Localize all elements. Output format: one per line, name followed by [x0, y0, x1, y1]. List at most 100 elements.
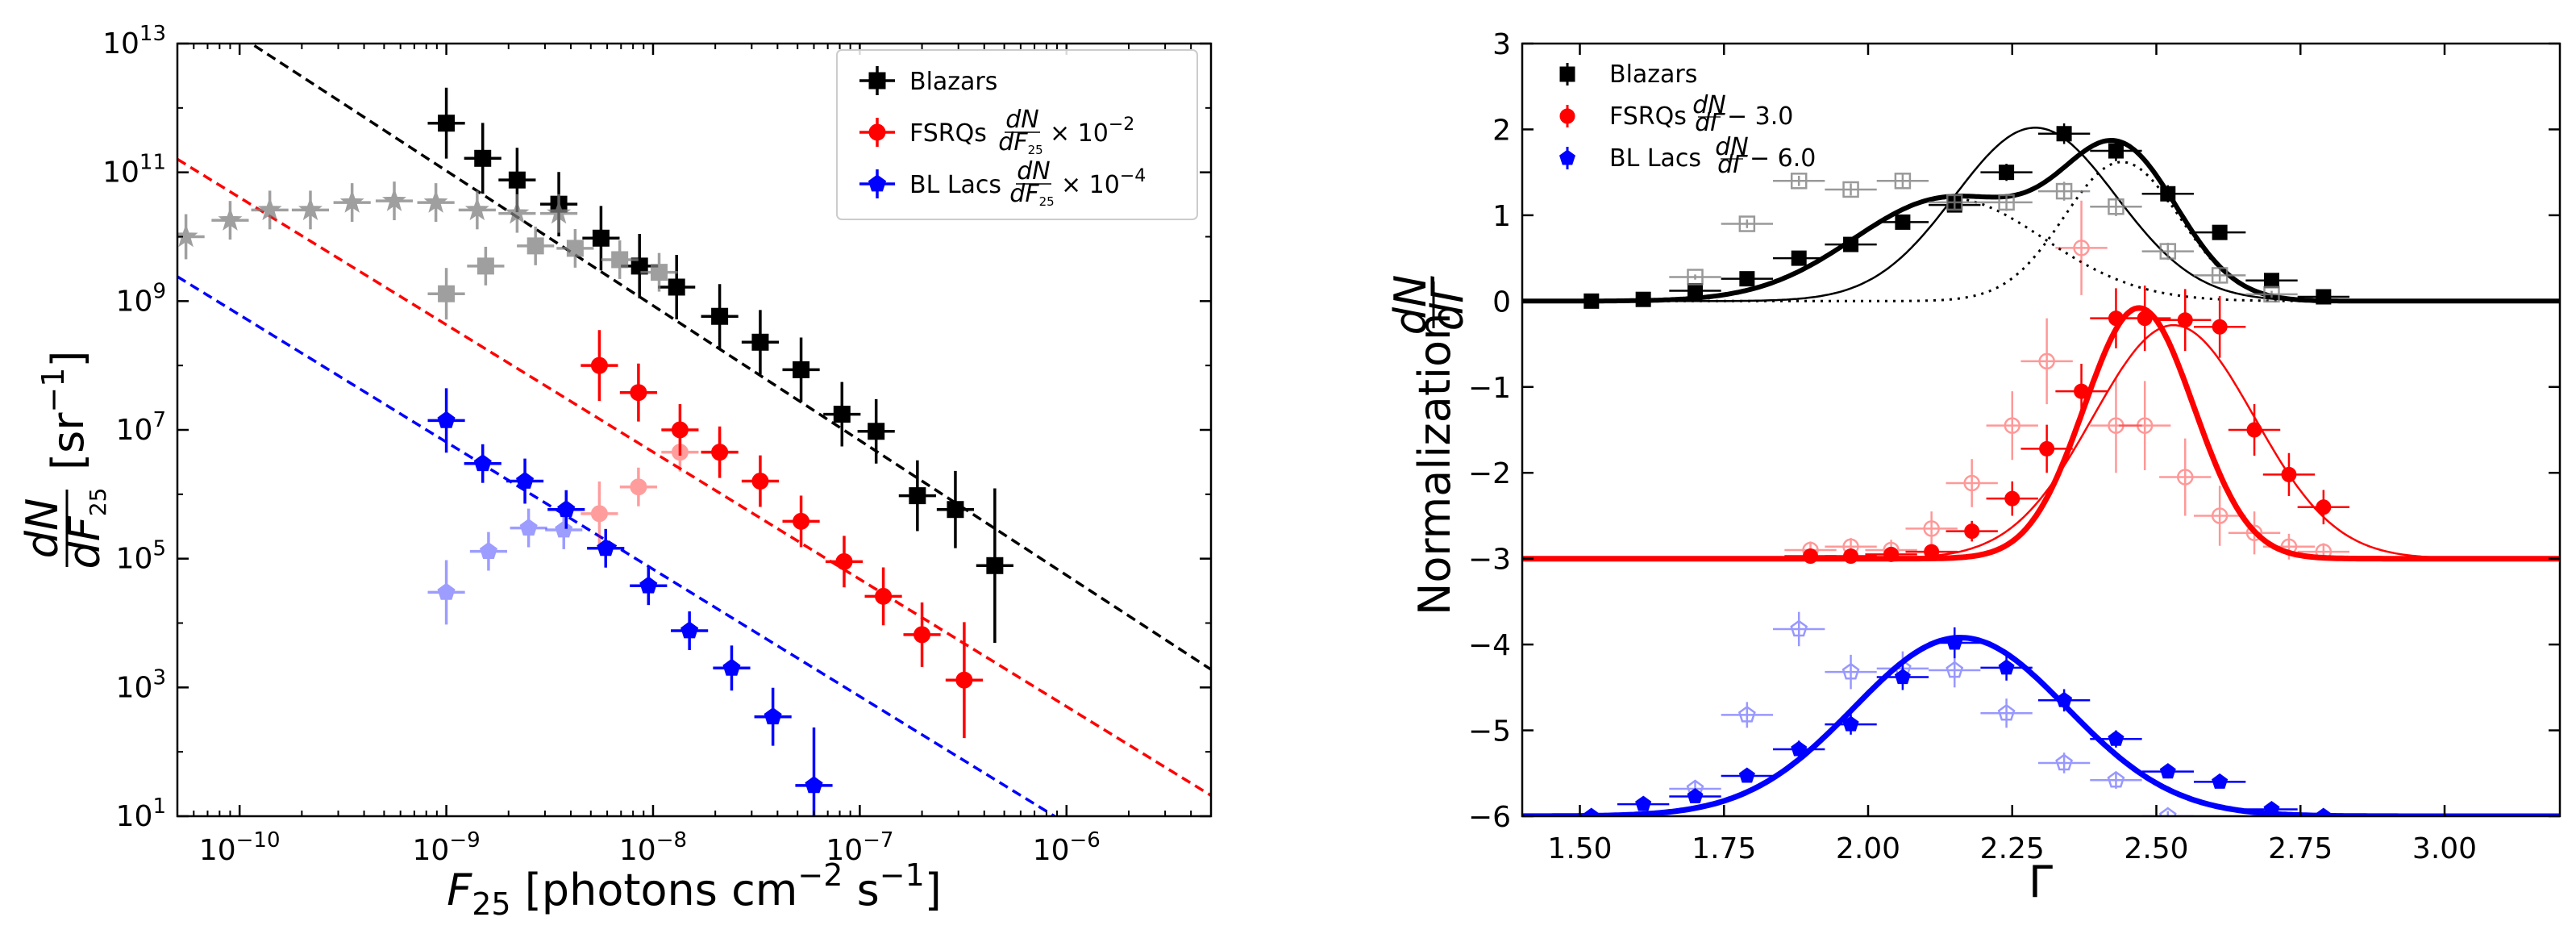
right-marker: [1686, 779, 1704, 797]
right-point-4-13: [2245, 800, 2298, 816]
right-marker: [1843, 236, 1859, 252]
left-point-4-0: [581, 481, 618, 546]
right-point-5-3: [1825, 654, 1877, 690]
left-point-3-5: [782, 495, 820, 548]
left-marker: [711, 444, 729, 461]
right-point-4-11: [2141, 763, 2194, 779]
right-point-3-11: [2193, 486, 2246, 546]
right-point-4-14: [2297, 807, 2350, 816]
left-marker: [519, 518, 538, 536]
right-plot-frame: [1521, 42, 2561, 818]
right-marker: [2315, 543, 2333, 561]
legend-frac-num: dN: [1715, 133, 1748, 161]
right-marker: [1964, 523, 1980, 540]
right-marker: [1791, 740, 1808, 757]
left-point-4-3: [701, 432, 739, 472]
right-point-0-9: [2037, 123, 2091, 144]
right-marker: [2074, 383, 2090, 399]
right-point-4-4: [1773, 740, 1825, 758]
right-curve-1: [1522, 197, 2560, 302]
right-point-1-0: [1669, 269, 1721, 286]
left-point-3-2: [661, 404, 699, 456]
right-point-3-12: [2228, 511, 2281, 555]
left-marker: [671, 421, 689, 439]
left-chart: 10−10 10−9 10−8 10−7 10−6 101 103 105 107 109 1011…: [17, 22, 1213, 922]
left-marker: [764, 707, 782, 725]
right-point-4-8: [1980, 654, 2033, 681]
right-point-4-0: [1565, 807, 1617, 816]
left-point-5-6: [671, 611, 709, 650]
right-marker: [2158, 807, 2177, 816]
right-point-0-8: [1980, 164, 2033, 181]
right-point-1-6: [1980, 194, 2033, 211]
left-point-0-8: [741, 310, 780, 375]
right-marker: [1946, 661, 1964, 678]
left-point-0-4: [582, 206, 620, 271]
right-point-4-2: [1669, 787, 1721, 803]
right-point-0-13: [2245, 273, 2298, 289]
right-marker: [2263, 286, 2280, 303]
left-y-frac-num: dN: [17, 498, 68, 559]
legend-frac-den: dF25: [998, 128, 1042, 157]
right-marker: [1803, 548, 1818, 564]
right-x-axis-label: Γ: [2029, 857, 2053, 907]
right-y-tick-label: −6: [1468, 801, 1511, 834]
left-point-3-6: [825, 536, 864, 588]
left-point-5-2: [506, 458, 544, 504]
left-marker: [909, 487, 926, 505]
right-marker: [1842, 538, 1859, 556]
left-marker: [711, 307, 729, 325]
left-point-0-14: [976, 488, 1013, 644]
left-point-5-1: [464, 444, 501, 483]
right-legend-label: FSRQs: [1609, 102, 1687, 131]
right-point-2-13: [2262, 452, 2316, 496]
right-point-2-3: [1905, 544, 1958, 560]
left-legend-label: FSRQs: [909, 119, 987, 148]
left-fit-line-1: [177, 157, 1211, 797]
right-point-3-13: [2262, 533, 2316, 560]
right-marker: [1843, 548, 1859, 564]
left-marker: [611, 251, 629, 269]
left-marker: [423, 190, 448, 213]
right-marker: [2004, 490, 2020, 507]
left-point-3-1: [619, 363, 657, 422]
right-marker: [2177, 312, 2193, 328]
left-point-6-0: [427, 560, 465, 625]
left-marker: [438, 115, 456, 132]
right-marker: [2108, 143, 2124, 159]
left-marker: [298, 197, 323, 221]
right-point-1-2: [1773, 173, 1825, 190]
right-marker: [2160, 186, 2176, 202]
right-marker: [1923, 520, 1940, 537]
right-ticks: 1.50 1.75 2.00 2.25 2.50 2.75 3.00 −6 −5 −4 −3 −2 −1…: [1468, 28, 2560, 865]
left-legend-entry-0: Blazars: [859, 66, 997, 96]
left-x-tick-label: 10−6: [1033, 828, 1101, 867]
left-marker: [218, 207, 243, 231]
left-point-2-4: [333, 183, 371, 223]
left-point-3-7: [864, 567, 902, 626]
left-marker: [557, 500, 576, 518]
left-marker: [437, 411, 456, 428]
left-data-points: [177, 87, 1013, 816]
right-marker: [1997, 703, 2016, 721]
right-marker: [2108, 198, 2124, 215]
right-marker: [2212, 773, 2229, 789]
left-marker: [508, 171, 526, 189]
left-marker: [986, 557, 1004, 574]
left-marker: [751, 333, 769, 351]
left-y-tick-label: 109: [116, 279, 166, 318]
right-point-3-8: [2090, 378, 2142, 473]
left-marker: [947, 501, 964, 519]
left-point-0-6: [658, 255, 696, 319]
left-marker: [339, 190, 364, 213]
right-marker: [2108, 417, 2124, 434]
right-marker: [2212, 224, 2228, 240]
right-y-axis-label: Normalization dN dΓ: [1385, 275, 1473, 615]
left-point-0-10: [823, 381, 861, 447]
right-marker: [2177, 469, 2194, 486]
left-marker: [711, 444, 729, 461]
left-point-2-3: [291, 190, 330, 230]
